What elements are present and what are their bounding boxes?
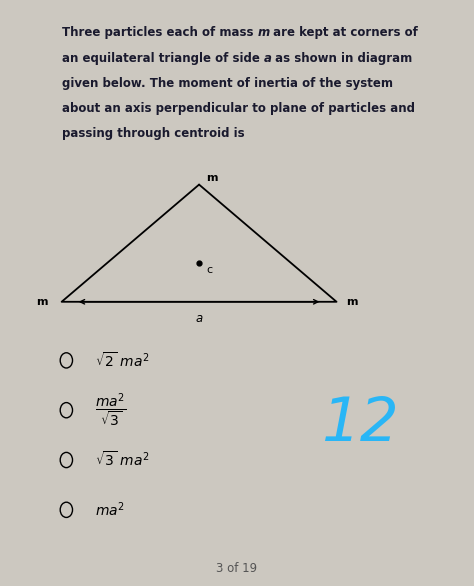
Text: c: c [206, 265, 212, 275]
Text: $ma^2$: $ma^2$ [95, 500, 125, 519]
Text: an equilateral triangle of side: an equilateral triangle of side [62, 52, 264, 64]
Text: m: m [206, 173, 218, 183]
Text: given below. The moment of inertia of the system: given below. The moment of inertia of th… [62, 77, 392, 90]
Text: $\sqrt{2}\ ma^2$: $\sqrt{2}\ ma^2$ [95, 351, 149, 370]
Text: 12: 12 [321, 396, 399, 454]
Text: m: m [257, 26, 270, 39]
Text: passing through centroid is: passing through centroid is [62, 127, 244, 140]
Text: Three particles each of mass: Three particles each of mass [62, 26, 257, 39]
Text: m: m [36, 297, 47, 307]
Text: $\sqrt{3}\ ma^2$: $\sqrt{3}\ ma^2$ [95, 451, 149, 469]
Text: m: m [346, 297, 357, 307]
Text: a: a [195, 312, 203, 325]
Text: $\dfrac{ma^2}{\sqrt{3}}$: $\dfrac{ma^2}{\sqrt{3}}$ [95, 391, 126, 429]
Text: about an axis perpendicular to plane of particles and: about an axis perpendicular to plane of … [62, 102, 415, 115]
Text: a: a [264, 52, 272, 64]
Text: as shown in diagram: as shown in diagram [272, 52, 413, 64]
Text: are kept at corners of: are kept at corners of [270, 26, 419, 39]
Text: 3 of 19: 3 of 19 [217, 563, 257, 575]
